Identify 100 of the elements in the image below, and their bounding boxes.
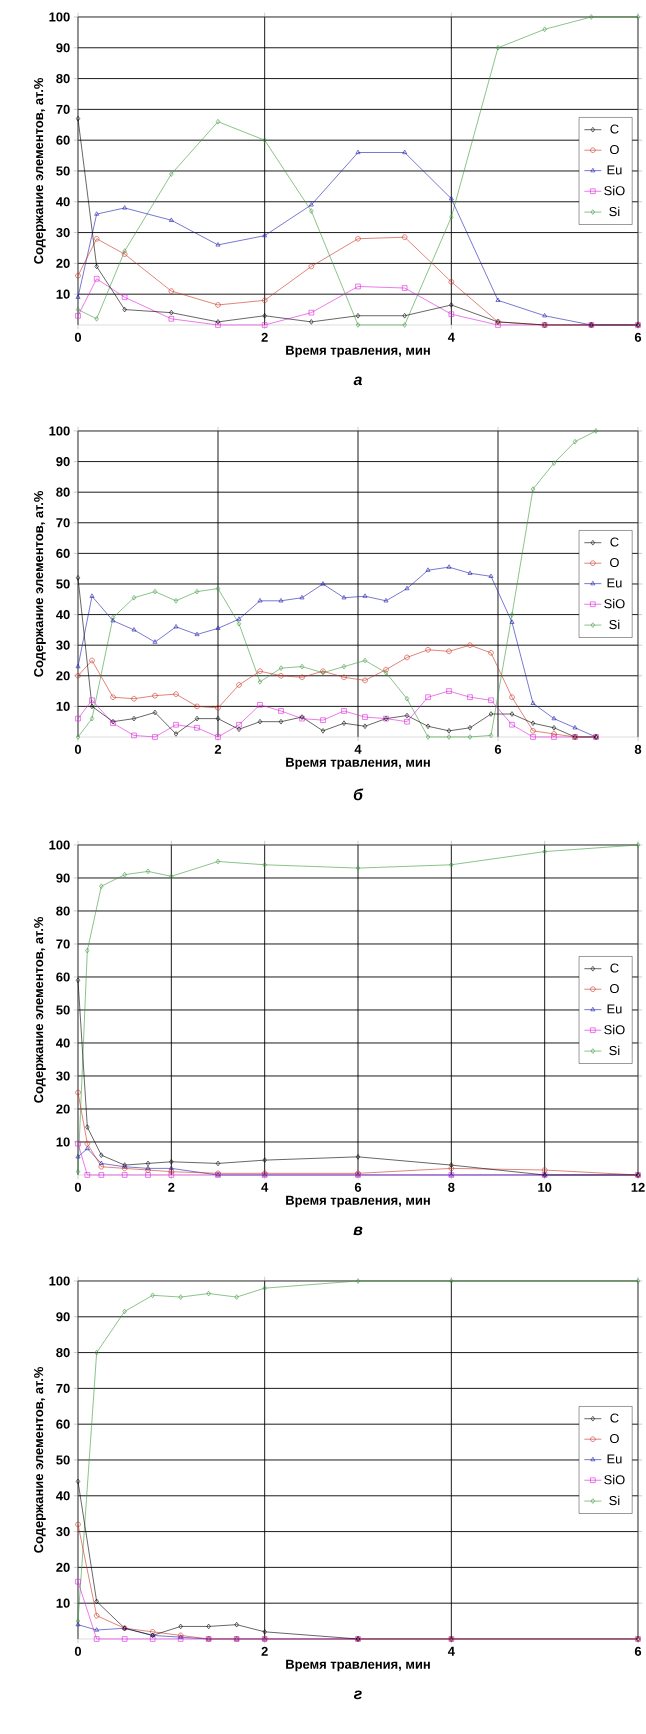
point xyxy=(355,283,361,290)
point xyxy=(467,570,473,575)
point xyxy=(194,703,200,710)
point xyxy=(257,702,263,708)
legend-label: Eu xyxy=(607,1454,622,1464)
point xyxy=(131,715,137,722)
point xyxy=(85,1124,90,1130)
x-tick-label: 0 xyxy=(74,332,82,342)
point xyxy=(121,294,128,300)
point xyxy=(308,309,315,316)
point xyxy=(299,674,305,680)
point xyxy=(98,1164,105,1170)
y-tick-label: 50 xyxy=(56,579,70,589)
point xyxy=(402,149,408,154)
legend-label: Eu xyxy=(607,578,622,588)
point xyxy=(308,202,314,207)
x-axis-title: Время травления, мин xyxy=(286,1195,430,1208)
x-tick-label: 6 xyxy=(634,1646,642,1656)
legend-label: C xyxy=(610,1413,619,1423)
x-tick-label: 0 xyxy=(74,744,82,754)
point xyxy=(89,703,95,710)
point xyxy=(173,722,179,728)
point xyxy=(488,697,494,703)
point xyxy=(93,1613,100,1619)
point xyxy=(131,627,137,632)
point xyxy=(320,581,326,586)
point xyxy=(448,1165,455,1172)
point xyxy=(446,728,452,734)
point xyxy=(362,593,368,598)
y-tick-label: 50 xyxy=(56,1005,70,1015)
point xyxy=(84,1145,90,1151)
y-axis-title: Содержание элементов, ат.% xyxy=(34,490,46,677)
point xyxy=(446,648,452,654)
legend-label: O xyxy=(610,1433,619,1444)
x-tick-label: 8 xyxy=(634,744,642,754)
x-tick-label: 2 xyxy=(214,744,222,754)
y-tick-label: 40 xyxy=(56,1491,70,1501)
point xyxy=(488,732,494,739)
point xyxy=(169,1159,174,1165)
point xyxy=(173,598,179,604)
x-tick-label: 6 xyxy=(634,332,642,342)
legend-label: O xyxy=(610,983,619,994)
point xyxy=(541,1167,548,1173)
point xyxy=(122,871,127,878)
point xyxy=(98,1160,104,1165)
point xyxy=(278,598,284,603)
y-tick-label: 20 xyxy=(56,671,70,681)
x-tick-label: 4 xyxy=(447,1646,455,1656)
text: г xyxy=(353,1690,362,1700)
text: а xyxy=(353,376,362,386)
x-tick-label: 2 xyxy=(168,1182,175,1192)
point xyxy=(401,285,408,291)
y-tick-label: 100 xyxy=(49,840,70,850)
point xyxy=(215,858,221,865)
point xyxy=(262,1157,267,1163)
point xyxy=(236,726,242,733)
point xyxy=(308,263,315,270)
y-tick-label: 80 xyxy=(56,906,70,916)
y-axis-title: Содержание элементов, ат.% xyxy=(34,916,46,1103)
point xyxy=(448,279,455,285)
point xyxy=(572,725,578,730)
y-tick-label: 80 xyxy=(56,487,70,497)
point xyxy=(84,1140,91,1147)
point xyxy=(530,728,536,734)
point xyxy=(145,868,151,875)
point xyxy=(99,883,104,889)
point xyxy=(131,595,137,601)
y-tick-label: 30 xyxy=(56,1526,70,1537)
y-tick-label: 70 xyxy=(56,1383,70,1393)
x-tick-label: 4 xyxy=(261,1182,269,1192)
point xyxy=(402,322,407,328)
point xyxy=(168,217,174,222)
point xyxy=(309,208,314,214)
point xyxy=(261,297,268,304)
point xyxy=(257,598,263,603)
point xyxy=(355,865,361,871)
text: б xyxy=(353,788,364,801)
point xyxy=(278,673,284,679)
point xyxy=(122,306,127,313)
point xyxy=(94,1349,99,1356)
point xyxy=(551,725,557,731)
point xyxy=(173,731,179,737)
point xyxy=(110,614,116,621)
x-tick-label: 2 xyxy=(261,1646,268,1656)
point xyxy=(168,1165,174,1170)
point xyxy=(169,873,174,880)
point xyxy=(236,682,242,688)
y-tick-label: 90 xyxy=(56,873,70,883)
point xyxy=(362,714,368,720)
point xyxy=(169,309,174,316)
point xyxy=(542,848,547,855)
text: в xyxy=(353,1226,363,1236)
point xyxy=(145,1160,151,1167)
point xyxy=(169,171,174,177)
point xyxy=(152,734,158,740)
legend-label: O xyxy=(610,144,619,155)
point xyxy=(425,694,431,700)
y-tick-label: 100 xyxy=(49,426,70,436)
point xyxy=(404,585,410,591)
point xyxy=(449,862,454,868)
